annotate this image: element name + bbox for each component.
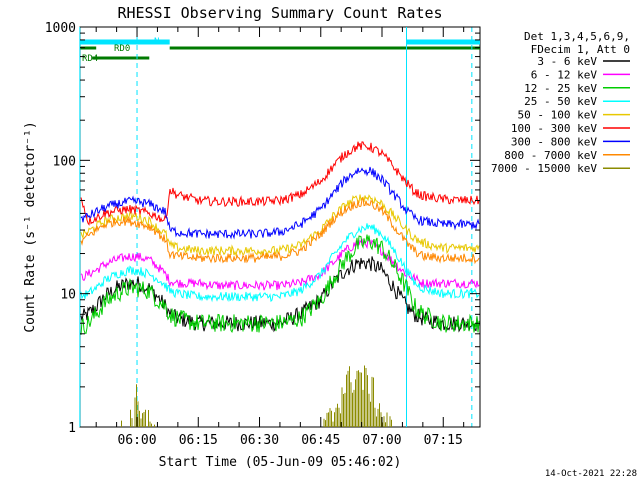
series-800-7000-kev (80, 197, 480, 265)
flag-label: RD4 (82, 54, 98, 64)
flag-label: RD0 (114, 44, 130, 54)
legend-header-line-2: FDecim 1, Att 0 (531, 43, 630, 56)
y-axis-ticks: 1 10 100 1000 (45, 21, 480, 436)
legend-label: 800 - 7000 keV (504, 149, 597, 162)
series-line (80, 194, 480, 257)
series-50-100-kev (80, 194, 480, 257)
series-layer (80, 141, 480, 427)
series-line (80, 141, 480, 226)
series-100-300-kev (80, 141, 480, 226)
series-line (80, 197, 480, 265)
x-tick-label: 06:45 (301, 433, 340, 448)
timestamp: 14-Oct-2021 22:28 (545, 469, 637, 479)
legend-label: 100 - 300 keV (511, 122, 597, 135)
series-12-25-kev (80, 234, 480, 335)
y-tick-label: 100 (53, 154, 76, 169)
legend-label: 6 - 12 keV (531, 68, 598, 81)
x-axis-ticks: 06:00 06:15 06:30 06:45 07:00 07:15 (95, 27, 465, 448)
flags-layer: N RD0 RD4 (79, 37, 480, 64)
legend-label: 25 - 50 keV (524, 95, 597, 108)
series-300-800-kev (80, 166, 480, 240)
x-tick-label: 06:00 (117, 433, 156, 448)
series-line (80, 234, 480, 335)
x-tick-label: 07:15 (424, 433, 463, 448)
y-axis-label: Count Rate (s⁻¹ detector⁻¹) (23, 121, 38, 332)
legend-label: 12 - 25 keV (524, 82, 597, 95)
x-tick-label: 07:00 (362, 433, 401, 448)
y-tick-label: 1000 (45, 21, 76, 36)
series-line (80, 166, 480, 240)
legend-label: 300 - 800 keV (511, 135, 597, 148)
series-25-50-kev (80, 223, 480, 303)
legend-label: 50 - 100 keV (518, 109, 598, 122)
x-axis-label: Start Time (05-Jun-09 05:46:02) (159, 455, 402, 470)
legend-label: 3 - 6 keV (537, 55, 597, 68)
x-tick-label: 06:30 (240, 433, 279, 448)
y-tick-label: 10 (60, 288, 76, 303)
x-tick-label: 06:15 (179, 433, 218, 448)
legend-header-line-1: Det 1,3,4,5,6,9, (524, 30, 630, 43)
legend: Det 1,3,4,5,6,9, FDecim 1, Att 0 3 - 6 k… (491, 30, 630, 175)
series-line (80, 223, 480, 303)
y-tick-label: 1 (68, 421, 76, 436)
legend-label: 7000 - 15000 keV (491, 162, 597, 175)
series-7000-15000-kev (121, 365, 392, 427)
flag-label: N (154, 37, 159, 47)
chart-title: RHESSI Observing Summary Count Rates (117, 4, 442, 22)
series-line (121, 365, 392, 427)
